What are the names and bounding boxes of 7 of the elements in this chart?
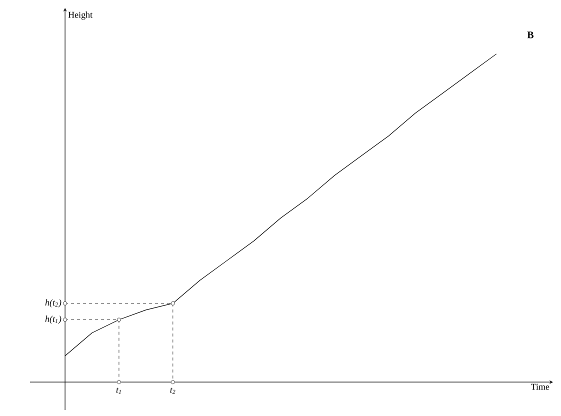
annotation: h(t$_{2}$) <box>45 299 62 308</box>
annotation: h(t$_{1}$) <box>45 316 62 324</box>
x-tick-label: t$_{2}$ <box>170 388 176 394</box>
y-axis-title: Height <box>68 12 92 20</box>
text: B <box>527 32 534 38</box>
x-axis-title: Time <box>530 384 550 390</box>
x-tick-label: t$_{1}$ <box>116 388 121 394</box>
